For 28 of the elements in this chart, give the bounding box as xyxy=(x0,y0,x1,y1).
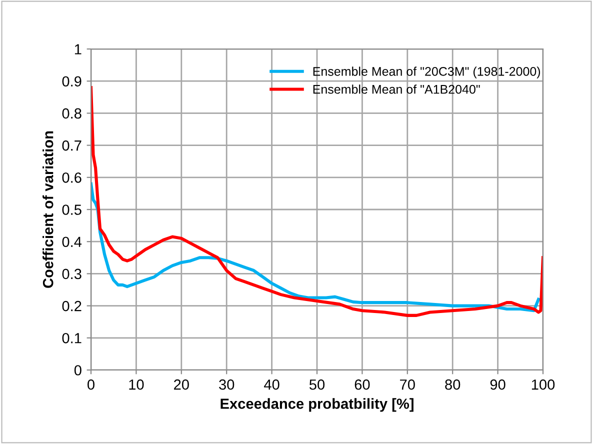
y-tick-label: 0.4 xyxy=(62,236,82,248)
y-tick-label: 0.7 xyxy=(62,140,82,151)
y-axis-title: Coefficient of variation xyxy=(42,131,54,288)
x-tick-label: 80 xyxy=(445,379,460,390)
x-tick-label: 100 xyxy=(532,379,555,390)
x-tick-label: 30 xyxy=(219,379,234,390)
y-tick-label: 0 xyxy=(74,365,82,376)
line-series xyxy=(91,86,543,317)
y-tick-label: 0.2 xyxy=(62,300,82,312)
x-tick-label: 0 xyxy=(88,379,94,390)
y-tick-label: 0.3 xyxy=(62,268,82,280)
x-tick-label: 50 xyxy=(309,379,325,390)
y-tick-label: 0.5 xyxy=(62,204,82,215)
x-tick-label: 70 xyxy=(400,379,415,390)
y-tick-label: 0.1 xyxy=(62,333,82,344)
line-series xyxy=(91,182,540,312)
x-tick-label: 40 xyxy=(264,379,280,390)
x-tick-label: 60 xyxy=(354,379,370,390)
legend-label: Ensemble Mean of "20C3M" (1981-2000) xyxy=(313,66,540,78)
y-tick-label: 0.8 xyxy=(62,108,82,119)
y-tick-label: 0.9 xyxy=(62,76,82,87)
y-tick-label: 1 xyxy=(74,44,82,54)
x-tick-label: 90 xyxy=(490,379,506,390)
y-tick-label: 0.6 xyxy=(62,172,82,183)
legend-label: Ensemble Mean of "A1B2040" xyxy=(313,84,480,94)
x-tick-label: 20 xyxy=(174,379,189,390)
x-axis-title: Exceedance probatbility [%] xyxy=(220,398,414,412)
x-tick-label: 10 xyxy=(129,379,144,390)
